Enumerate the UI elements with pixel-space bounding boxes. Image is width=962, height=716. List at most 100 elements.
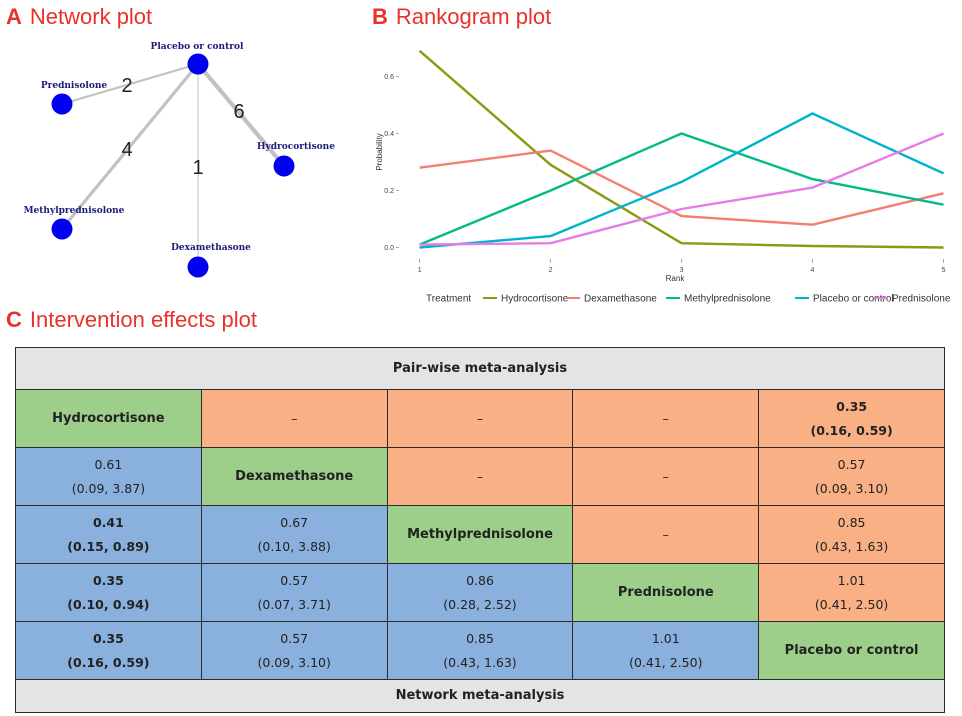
legend-label-4: Prednisolone: [892, 294, 951, 305]
series-line-prednisolone: [419, 132, 944, 246]
cell-confidence-interval: (0.41, 2.50): [629, 654, 703, 670]
cell-confidence-interval: (0.41, 2.50): [814, 596, 889, 612]
y-tick-label-0: 0.0: [384, 245, 394, 252]
network-edge-hydrocortisone: [196, 62, 286, 168]
matrix-row: 0.61 (0.09, 3.87) Dexamethasone – – 0.57 (0.09…: [15, 447, 945, 506]
pairwise-cell: –: [572, 389, 760, 448]
y-tick-label-3: 0.6: [384, 74, 394, 81]
network-cell: 0.35 (0.16, 0.59): [15, 621, 202, 680]
x-tick-label-4: 5: [941, 267, 945, 274]
pairwise-cell: 1.01 (0.41, 2.50): [758, 563, 945, 622]
cell-confidence-interval: (0.43, 1.63): [443, 654, 517, 670]
network-node-placebo: [187, 53, 209, 75]
cell-value: Placebo or control: [784, 642, 919, 658]
cell-confidence-interval: (0.09, 3.87): [71, 480, 146, 496]
network-edge-count-dexamethasone: 1: [192, 157, 203, 179]
cell-value: 0.57: [280, 572, 309, 588]
network-cell: 0.61 (0.09, 3.87): [15, 447, 202, 506]
pairwise-cell: 0.85 (0.43, 1.63): [758, 505, 945, 564]
intervention-effects-table: Pair-wise meta-analysis Hydrocortisone – –…: [15, 347, 945, 713]
panel-a-letter: A: [6, 4, 22, 29]
network-header: Network meta-analysis: [15, 679, 945, 713]
panel-a-title: Network plot: [29, 4, 153, 29]
series-line-hydrocortisone: [418, 49, 944, 249]
x-tick-label-2: 3: [680, 267, 684, 274]
series-line-methylprednisolone: [419, 132, 944, 246]
cell-confidence-interval: (0.43, 1.63): [814, 538, 889, 554]
cell-value: 0.35: [92, 630, 124, 646]
cell-confidence-interval: (0.10, 3.88): [257, 538, 331, 554]
matrix-diagonal-cell: Methylprednisolone: [386, 505, 574, 564]
cell-value: 0.67: [280, 514, 309, 530]
network-edge-prednisolone: [61, 62, 199, 106]
network-edge-count-prednisolone: 2: [121, 75, 132, 97]
network-cell: 0.85 (0.43, 1.63): [386, 621, 574, 680]
intervention-effects-title: C Intervention effects plot: [6, 307, 257, 333]
network-node-label-hydrocortisone: Hydrocortisone: [257, 142, 335, 152]
pairwise-cell: –: [386, 447, 574, 506]
pairwise-cell: –: [200, 389, 388, 448]
cell-value: –: [291, 410, 298, 426]
pairwise-cell: –: [386, 389, 574, 448]
network-plot: 2 6 4 1 Placebo or control Prednisolone Hydroc…: [24, 42, 335, 278]
cell-value: 0.41: [92, 514, 124, 530]
cell-value: 0.57: [837, 456, 866, 472]
cell-value: –: [476, 468, 484, 484]
network-edge-methylprednisolone: [60, 62, 200, 231]
matrix-diagonal-cell: Placebo or control: [758, 621, 945, 680]
x-tick-label-3: 4: [811, 267, 815, 274]
cell-value: 0.61: [94, 456, 123, 472]
network-cell: 0.35 (0.10, 0.94): [15, 563, 202, 622]
cell-confidence-interval: (0.28, 2.52): [443, 596, 517, 612]
panel-c-letter: C: [6, 307, 22, 332]
matrix-diagonal-cell: Hydrocortisone: [15, 389, 202, 448]
panel-b-title: Rankogram plot: [395, 4, 552, 29]
network-cell: 0.57 (0.09, 3.10): [200, 621, 388, 680]
matrix-row: 0.41 (0.15, 0.89) 0.67 (0.10, 3.88) Methylpr…: [15, 505, 945, 564]
matrix-row: 0.35 (0.10, 0.94) 0.57 (0.07, 3.71) 0.86 (0.2…: [15, 563, 945, 622]
network-node-label-placebo: Placebo or control: [151, 42, 244, 52]
cell-value: 0.35: [836, 398, 868, 414]
pairwise-cell: 0.35 (0.16, 0.59): [758, 389, 945, 448]
cell-value: Hydrocortisone: [52, 410, 165, 426]
cell-value: –: [476, 410, 484, 426]
legend-title: Treatment: [426, 294, 471, 305]
cell-confidence-interval: (0.07, 3.71): [257, 596, 331, 612]
cell-confidence-interval: (0.10, 0.94): [67, 596, 150, 612]
cell-confidence-interval: (0.09, 3.10): [257, 654, 331, 670]
cell-value: –: [662, 468, 669, 484]
network-plot-title: A Network plot: [6, 4, 152, 30]
network-cell: 0.67 (0.10, 3.88): [200, 505, 388, 564]
matrix-diagonal-cell: Dexamethasone: [200, 447, 388, 506]
cell-confidence-interval: (0.16, 0.59): [67, 654, 150, 670]
rankogram-plot: 0.0 0.2 0.4 0.6 1 2 3 4 5 Probability Rank Treatmen…: [375, 49, 951, 305]
x-tick-label-1: 2: [549, 267, 553, 274]
cell-value: 0.57: [280, 630, 309, 646]
y-tick-label-1: 0.2: [384, 188, 394, 195]
rankogram-plot-title: B Rankogram plot: [372, 4, 551, 30]
cell-confidence-interval: (0.15, 0.89): [67, 538, 150, 554]
network-node-label-methylprednisolone: Methylprednisolone: [24, 206, 125, 216]
network-edge-count-hydrocortisone: 6: [233, 101, 244, 123]
matrix-diagonal-cell: Prednisolone: [572, 563, 760, 622]
network-cell: 0.41 (0.15, 0.89): [15, 505, 202, 564]
x-axis-title: Rank: [666, 274, 686, 283]
legend-label-1: Dexamethasone: [584, 294, 657, 305]
panel-b-letter: B: [372, 4, 388, 29]
cell-value: 0.85: [837, 514, 866, 530]
cell-value: Prednisolone: [617, 584, 714, 600]
x-tick-label-0: 1: [418, 267, 422, 274]
matrix-row: Hydrocortisone – – – 0.35 (0.16, 0.59): [15, 389, 945, 448]
cell-value: 1.01: [651, 630, 680, 646]
y-axis-title: Probability: [375, 133, 384, 170]
pairwise-cell: 0.57 (0.09, 3.10): [758, 447, 945, 506]
cell-value: 1.01: [837, 572, 866, 588]
legend-label-2: Methylprednisolone: [684, 294, 771, 305]
network-edge-count-methylprednisolone: 4: [121, 139, 132, 161]
network-node-label-dexamethasone: Dexamethasone: [171, 243, 251, 253]
cell-value: 0.85: [466, 630, 494, 646]
panel-c-title: Intervention effects plot: [29, 307, 257, 332]
network-cell: 1.01 (0.41, 2.50): [572, 621, 760, 680]
network-node-label-prednisolone: Prednisolone: [41, 81, 108, 91]
network-node-prednisolone: [51, 93, 73, 115]
